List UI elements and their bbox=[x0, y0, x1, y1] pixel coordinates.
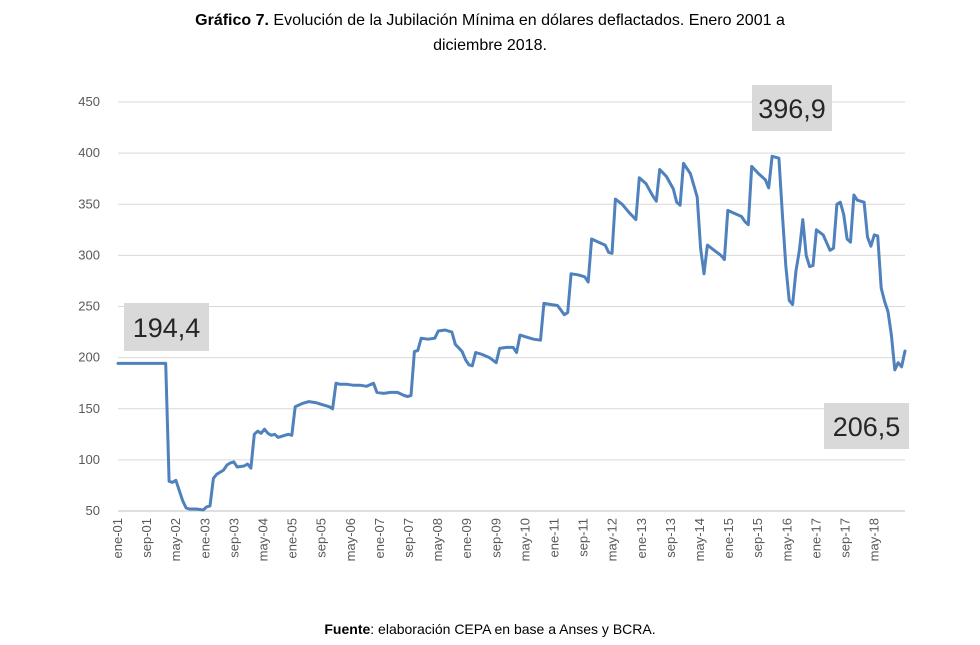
x-tick-label: may-14 bbox=[692, 518, 707, 561]
x-tick-label: may-02 bbox=[168, 518, 183, 561]
annotation-label: 194,4 bbox=[133, 313, 201, 343]
x-tick-label: may-04 bbox=[256, 518, 271, 561]
x-tick-label: sep-01 bbox=[139, 518, 154, 558]
x-tick-label: ene-07 bbox=[372, 518, 387, 558]
y-tick-label: 400 bbox=[78, 145, 100, 160]
annotation-box bbox=[124, 303, 209, 351]
x-tick-label: ene-03 bbox=[197, 518, 212, 558]
x-tick-label: ene-01 bbox=[110, 518, 125, 558]
x-tick-label: may-16 bbox=[779, 518, 794, 561]
annotation-label: 396,9 bbox=[758, 94, 826, 124]
x-tick-label: sep-07 bbox=[401, 518, 416, 558]
x-tick-label: ene-09 bbox=[459, 518, 474, 558]
x-tick-label: ene-05 bbox=[285, 518, 300, 558]
x-tick-label: sep-09 bbox=[488, 518, 503, 558]
chart-title-line2: diciembre 2018. bbox=[433, 37, 547, 54]
chart-title: Gráfico 7. Evolución de la Jubilación Mí… bbox=[0, 8, 980, 58]
x-tick-label: may-06 bbox=[343, 518, 358, 561]
x-tick-label: ene-15 bbox=[721, 518, 736, 558]
y-tick-label: 200 bbox=[78, 350, 100, 365]
series-line bbox=[116, 154, 907, 512]
annotation-box bbox=[824, 403, 909, 449]
chart-title-bold: Gráfico 7. bbox=[195, 12, 269, 29]
y-tick-label: 450 bbox=[78, 94, 100, 109]
x-tick-label: sep-05 bbox=[314, 518, 329, 558]
annotation-box bbox=[752, 85, 832, 131]
x-tick-label: sep-15 bbox=[750, 518, 765, 558]
y-tick-label: 350 bbox=[78, 196, 100, 211]
x-tick-label: ene-17 bbox=[808, 518, 823, 558]
x-tick-label: may-10 bbox=[517, 518, 532, 561]
y-tick-label: 250 bbox=[78, 299, 100, 314]
y-tick-label: 150 bbox=[78, 401, 100, 416]
y-tick-label: 300 bbox=[78, 247, 100, 262]
x-tick-label: ene-11 bbox=[547, 518, 562, 558]
x-tick-label: sep-17 bbox=[838, 518, 853, 558]
x-tick-label: may-12 bbox=[605, 518, 620, 561]
x-tick-label: sep-03 bbox=[226, 518, 241, 558]
y-tick-label: 100 bbox=[78, 452, 100, 467]
annotation-label: 206,5 bbox=[833, 412, 901, 442]
source-label: Fuente bbox=[324, 621, 371, 637]
chart-title-line1: Evolución de la Jubilación Mínima en dól… bbox=[268, 12, 785, 29]
x-tick-label: may-08 bbox=[430, 518, 445, 561]
x-tick-label: may-18 bbox=[867, 518, 882, 561]
x-tick-label: sep-13 bbox=[663, 518, 678, 558]
source-note: Fuente: elaboración CEPA en base a Anses… bbox=[0, 621, 980, 637]
y-tick-label: 50 bbox=[86, 503, 100, 518]
x-tick-label: sep-11 bbox=[576, 518, 591, 557]
source-text: : elaboración CEPA en base a Anses y BCR… bbox=[370, 621, 656, 637]
x-tick-label: ene-13 bbox=[634, 518, 649, 558]
